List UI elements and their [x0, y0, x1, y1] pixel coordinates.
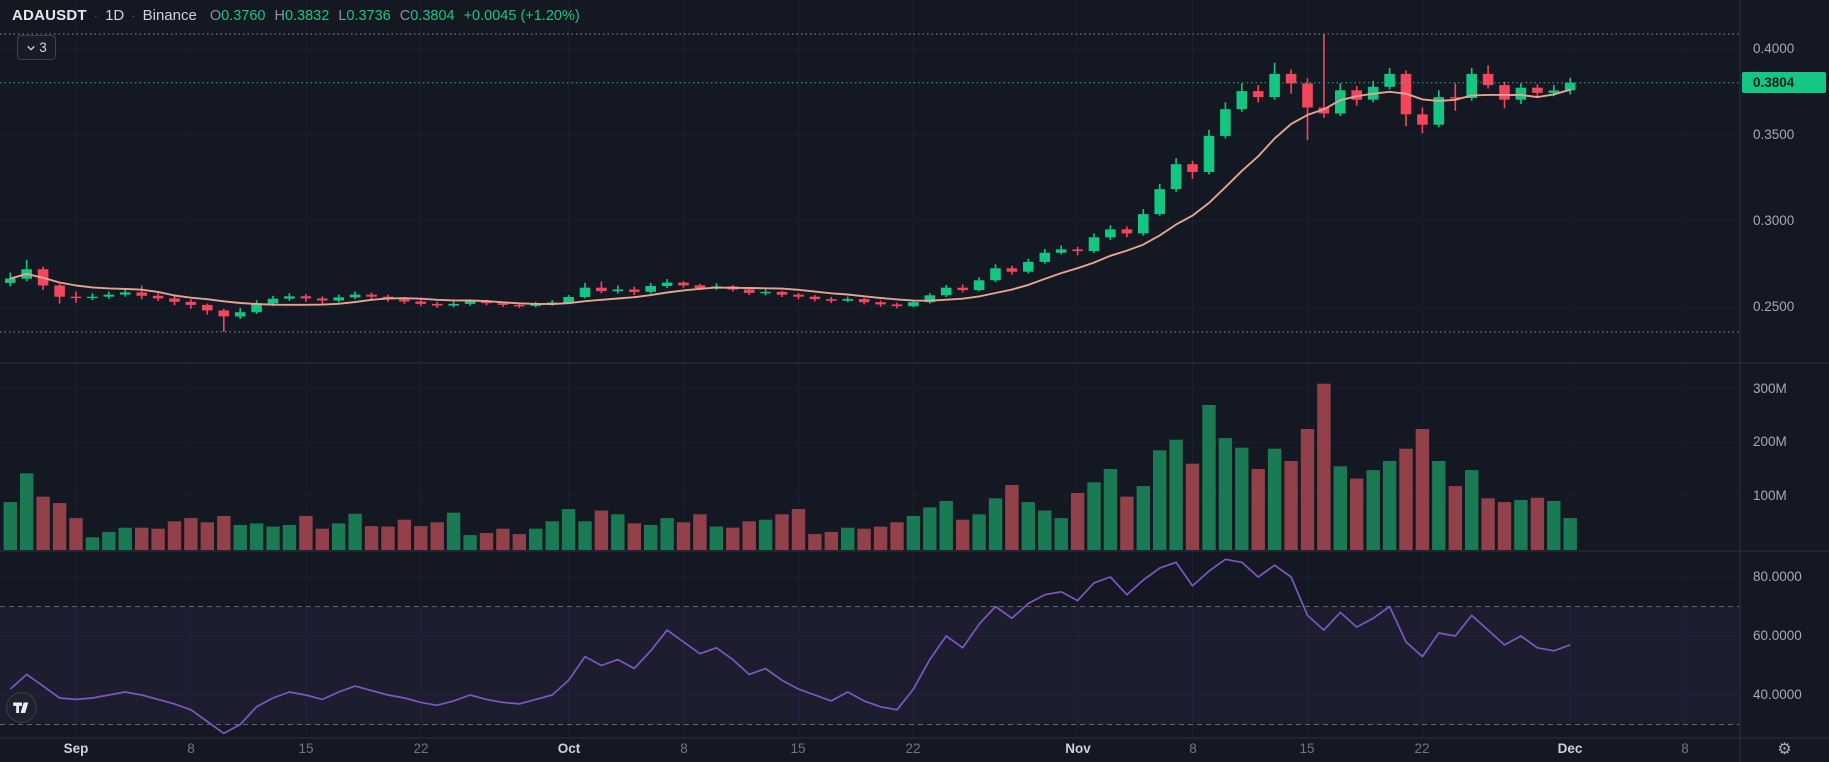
low-value: 0.3736 [346, 8, 391, 24]
separator-dot: · [93, 8, 99, 23]
ohlc-readout: O 0.3760 H 0.3832 L 0.3736 C 0.3804 [210, 8, 455, 24]
volume-axis-label: 100M [1753, 488, 1787, 503]
volume-bars-layer [3, 383, 1577, 550]
time-axis-label: Oct [557, 741, 581, 756]
open-label: O [209, 8, 222, 24]
price-axis-label: 0.2500 [1753, 299, 1795, 314]
symbol-name[interactable]: ADAUSDT [12, 7, 87, 24]
time-axis-label: Dec [1557, 741, 1583, 756]
close-label: C [399, 8, 411, 24]
symbol-header: ADAUSDT · 1D · Binance O 0.3760 H 0.3832 L… [12, 7, 580, 24]
time-axis-label: Nov [1065, 741, 1091, 756]
high-label: H [274, 8, 285, 24]
ma-line [9, 88, 1572, 306]
current-price-badge: 0.3804 [1742, 72, 1826, 93]
price-axis-label: 0.4000 [1753, 41, 1795, 56]
tradingview-logo[interactable] [6, 692, 37, 723]
time-axis-label: 15 [790, 741, 806, 756]
time-axis-label: 22 [413, 741, 429, 756]
rsi-line [9, 558, 1571, 735]
price-axis[interactable]: 0.4000 0.3500 0.3000 0.2500 300M 200M 100M 80.0… [1740, 0, 1829, 762]
time-axis-label: 22 [905, 741, 921, 756]
price-axis-label: 0.3500 [1753, 127, 1795, 142]
time-axis-label: 15 [1299, 741, 1315, 756]
time-axis-label: 8 [680, 741, 688, 756]
separator-dot: · [131, 8, 136, 23]
time-axis-label: 8 [1681, 741, 1689, 756]
time-axis-label: 22 [1414, 741, 1430, 756]
candles-layer [5, 33, 1576, 332]
close-value: 0.3804 [410, 8, 455, 24]
rsi-axis-label: 80.0000 [1753, 569, 1802, 584]
high-value: 0.3832 [284, 8, 330, 24]
time-axis-label: 8 [187, 741, 195, 756]
rsi-axis-label: 60.0000 [1753, 628, 1802, 643]
time-axis-label: Sep [63, 741, 89, 756]
time-axis-label: 15 [298, 741, 314, 756]
time-axis[interactable]: Sep 8 15 22 Oct 8 15 22 Nov 8 15 22 Dec 8 [0, 738, 1740, 762]
exchange-name[interactable]: Binance [142, 7, 197, 24]
volume-axis-label: 300M [1753, 381, 1787, 396]
price-axis-label: 0.3000 [1753, 213, 1795, 228]
indicators-collapse-button[interactable]: 3 [17, 35, 56, 60]
settings-gear-icon[interactable]: ⚙ [1777, 741, 1792, 758]
open-value: 0.3760 [221, 8, 266, 24]
interval-label[interactable]: 1D [105, 7, 125, 24]
volume-axis-label: 200M [1753, 434, 1787, 449]
chevron-down-icon [27, 45, 35, 50]
indicator-count: 3 [39, 40, 47, 55]
price-change: +0.0045 (+1.20%) [463, 8, 580, 24]
time-axis-label: 8 [1189, 741, 1197, 756]
low-label: L [338, 8, 347, 24]
rsi-band [0, 606, 1740, 725]
rsi-axis-label: 40.0000 [1753, 687, 1802, 702]
